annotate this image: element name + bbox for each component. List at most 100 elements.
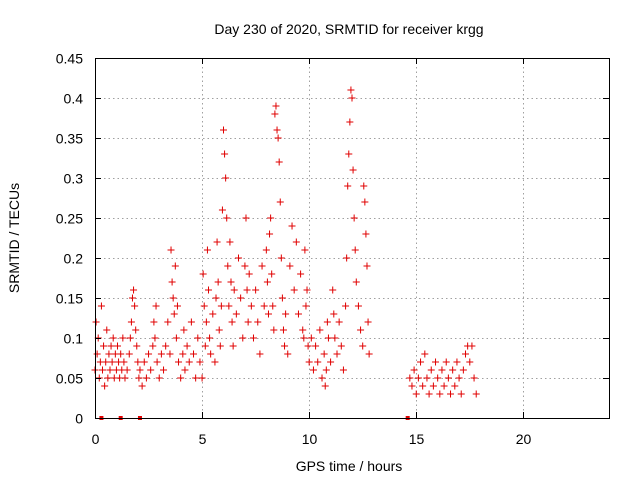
- data-point: [209, 310, 217, 318]
- data-point: [279, 326, 287, 334]
- x-axis-label: GPS time / hours: [296, 458, 403, 474]
- data-point: [239, 334, 247, 342]
- data-point: [254, 318, 262, 326]
- data-point: [200, 302, 208, 310]
- data-point: [360, 182, 368, 190]
- data-point: [252, 286, 260, 294]
- data-point: [350, 214, 358, 222]
- y-tick-label: 0.2: [64, 251, 84, 267]
- data-point: [119, 334, 127, 342]
- data-point: [149, 342, 157, 350]
- data-point: [237, 294, 245, 302]
- data-point: [241, 262, 249, 270]
- data-point: [300, 334, 308, 342]
- data-point: [153, 358, 161, 366]
- data-point: [320, 350, 328, 358]
- data-point: [417, 358, 425, 366]
- data-point: [436, 390, 444, 398]
- data-point: [427, 366, 435, 374]
- data-point: [421, 350, 429, 358]
- data-point: [346, 118, 354, 126]
- data-point: [162, 342, 170, 350]
- data-point: [92, 318, 100, 326]
- data-point: [410, 366, 418, 374]
- data-point: [347, 86, 355, 94]
- data-point: [302, 302, 310, 310]
- data-point: [201, 342, 209, 350]
- data-point: [361, 198, 369, 206]
- data-point: [185, 358, 193, 366]
- data-point: [218, 206, 226, 214]
- data-point: [329, 286, 337, 294]
- data-point: [170, 310, 178, 318]
- data-point: [277, 254, 285, 262]
- data-point: [179, 350, 187, 358]
- grid: [95, 58, 609, 418]
- data-point: [466, 358, 474, 366]
- data-point: [113, 342, 121, 350]
- data-point: [314, 358, 322, 366]
- data-point: [225, 302, 233, 310]
- data-point: [352, 278, 360, 286]
- data-point: [449, 366, 457, 374]
- data-point: [453, 358, 461, 366]
- data-point: [321, 382, 329, 390]
- y-tick-label: 0.05: [56, 371, 83, 387]
- data-point: [304, 342, 312, 350]
- data-point: [271, 110, 279, 118]
- data-point: [419, 382, 427, 390]
- data-point: [123, 366, 131, 374]
- data-point: [229, 342, 237, 350]
- data-point: [273, 126, 281, 134]
- data-point: [181, 366, 189, 374]
- data-points: [91, 86, 480, 398]
- data-point: [412, 390, 420, 398]
- data-point: [138, 382, 146, 390]
- data-point: [164, 318, 172, 326]
- data-point: [206, 334, 214, 342]
- data-point: [223, 214, 231, 222]
- data-point: [221, 150, 229, 158]
- data-point: [343, 254, 351, 262]
- data-point: [301, 246, 309, 254]
- data-point: [173, 302, 181, 310]
- data-point: [126, 334, 134, 342]
- data-point: [216, 342, 224, 350]
- data-point: [109, 334, 117, 342]
- y-tick-label: 0.1: [64, 331, 84, 347]
- data-point: [274, 134, 282, 142]
- data-point: [444, 374, 452, 382]
- data-point: [120, 358, 128, 366]
- data-point: [299, 326, 307, 334]
- data-point: [168, 278, 176, 286]
- ticks: [95, 58, 609, 419]
- data-point: [202, 318, 210, 326]
- data-point: [160, 366, 168, 374]
- data-point: [278, 294, 286, 302]
- data-point: [323, 318, 331, 326]
- tick-labels: 0 0.05 0.1 0.15 0.2 0.25 0.3 0.35 0.4 0.45 0 5 10 15 2…: [56, 51, 532, 448]
- y-tick-label: 0.35: [56, 131, 83, 147]
- data-point: [150, 318, 158, 326]
- data-point: [140, 358, 148, 366]
- data-point: [107, 342, 115, 350]
- data-point: [175, 358, 183, 366]
- data-point: [472, 390, 480, 398]
- data-point: [131, 302, 139, 310]
- data-point: [147, 366, 155, 374]
- x-tick-label: 10: [302, 431, 318, 447]
- data-point: [414, 374, 422, 382]
- data-point: [333, 350, 341, 358]
- data-point: [135, 374, 143, 382]
- data-point: [130, 286, 138, 294]
- data-point: [270, 326, 278, 334]
- data-point: [103, 326, 111, 334]
- data-point: [207, 350, 215, 358]
- data-point: [303, 286, 311, 294]
- data-point: [227, 278, 235, 286]
- data-point: [276, 198, 284, 206]
- y-tick-label: 0.15: [56, 291, 83, 307]
- data-point: [282, 310, 290, 318]
- data-point: [272, 102, 280, 110]
- data-point: [177, 374, 185, 382]
